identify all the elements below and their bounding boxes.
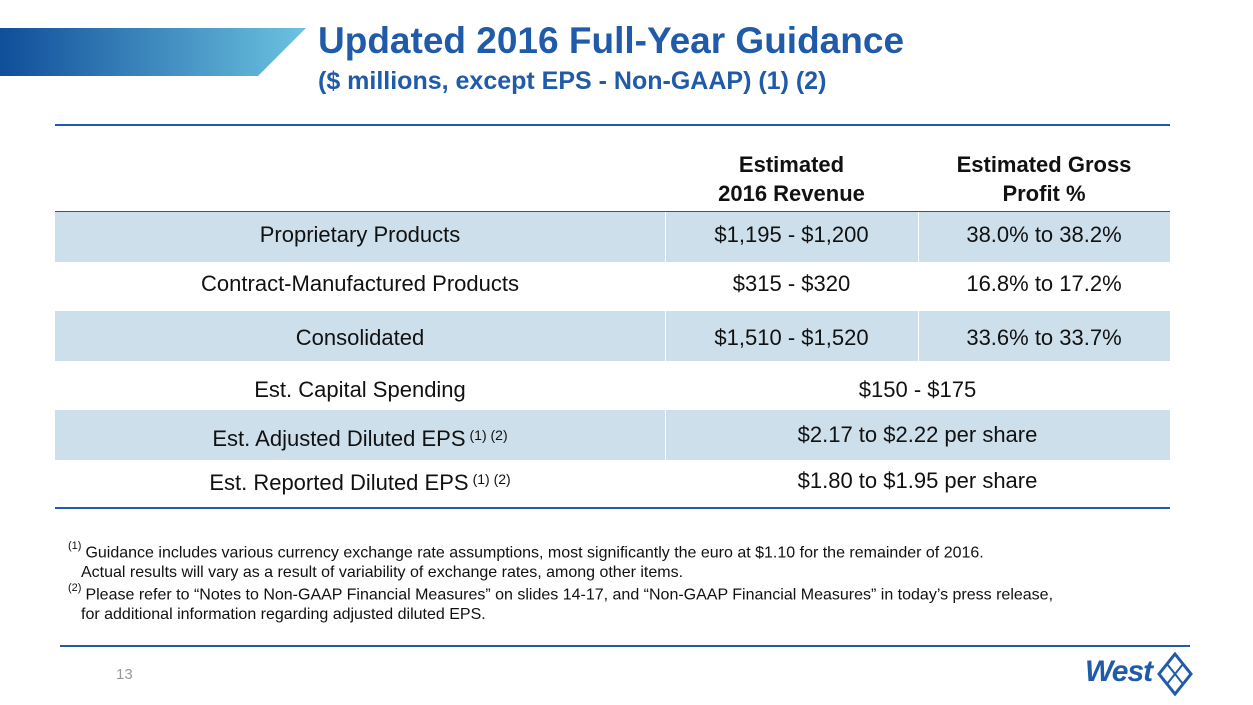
footnote-text: Guidance includes various currency excha…	[85, 544, 984, 562]
column-header: Estimated Gross Profit %	[918, 148, 1170, 210]
subtitle: ($ millions, except EPS - Non-GAAP) (1) …	[318, 67, 827, 95]
rule	[55, 507, 1170, 509]
divider	[665, 212, 666, 361]
row-band	[55, 311, 1170, 361]
note: (1) (2)	[469, 427, 508, 443]
row-value: $2.17 to $2.22 per share	[797, 422, 1038, 447]
row-label: Est. Capital Spending	[254, 377, 466, 402]
row-value: $315 - $320	[732, 271, 851, 296]
row-label: Est. Adjusted Diluted EPS (1) (2)	[55, 414, 665, 464]
row-label: Est. Reported Diluted EPS (1) (2)	[55, 458, 665, 508]
footnote-line: (2) Please refer to “Notes to Non-GAAP Fi…	[68, 580, 1053, 605]
title: Updated 2016 Full-Year Guidance	[318, 20, 905, 61]
row-value: 38.0% to 38.2%	[966, 222, 1122, 247]
banner	[0, 28, 306, 76]
footnote-line: for additional information regarding adj…	[81, 606, 486, 624]
row-value: $1.80 to $1.95 per share	[797, 468, 1038, 493]
row-value: 16.8% to 17.2%	[966, 271, 1122, 296]
divider	[665, 410, 666, 460]
footnote-marker: (1)	[68, 540, 82, 552]
header-line: Profit %	[1002, 181, 1086, 206]
logo: West	[1085, 655, 1153, 688]
footnote-marker: (2)	[68, 582, 82, 594]
footnote-text: Please refer to “Notes to Non-GAAP Finan…	[85, 586, 1054, 604]
column-header: Estimated 2016 Revenue	[665, 148, 918, 210]
row-label: Proprietary Products	[259, 222, 461, 247]
rule	[55, 211, 1170, 212]
logo-mark	[1157, 652, 1193, 696]
header-line: Estimated	[738, 152, 845, 177]
divider	[918, 212, 919, 361]
note: (1) (2)	[472, 471, 511, 487]
row-value: $1,510 - $1,520	[714, 325, 869, 350]
footnote-line: (1) Guidance includes various currency ex…	[68, 538, 984, 563]
label-text: Est. Reported Diluted EPS	[209, 470, 469, 495]
header-line: 2016 Revenue	[718, 181, 865, 206]
row-label: Consolidated	[295, 325, 425, 350]
row-band	[55, 410, 1170, 460]
header-line: Estimated Gross	[956, 152, 1132, 177]
footnote: (1) Guidance includes various currency ex…	[68, 538, 984, 583]
row-value: 33.6% to 33.7%	[966, 325, 1122, 350]
row-label: Contract-Manufactured Products	[201, 271, 519, 296]
row-band	[55, 212, 1170, 262]
row-value: $1,195 - $1,200	[714, 222, 869, 247]
row-value: $150 - $175	[858, 377, 977, 402]
label-text: Est. Adjusted Diluted EPS	[212, 426, 466, 451]
rule	[55, 124, 1170, 126]
footnote-line: Actual results will vary as a result of …	[81, 564, 684, 582]
footnote: (2) Please refer to “Notes to Non-GAAP Fi…	[68, 580, 1053, 625]
footer-rule	[60, 645, 1190, 647]
page-number: 13	[116, 666, 133, 683]
